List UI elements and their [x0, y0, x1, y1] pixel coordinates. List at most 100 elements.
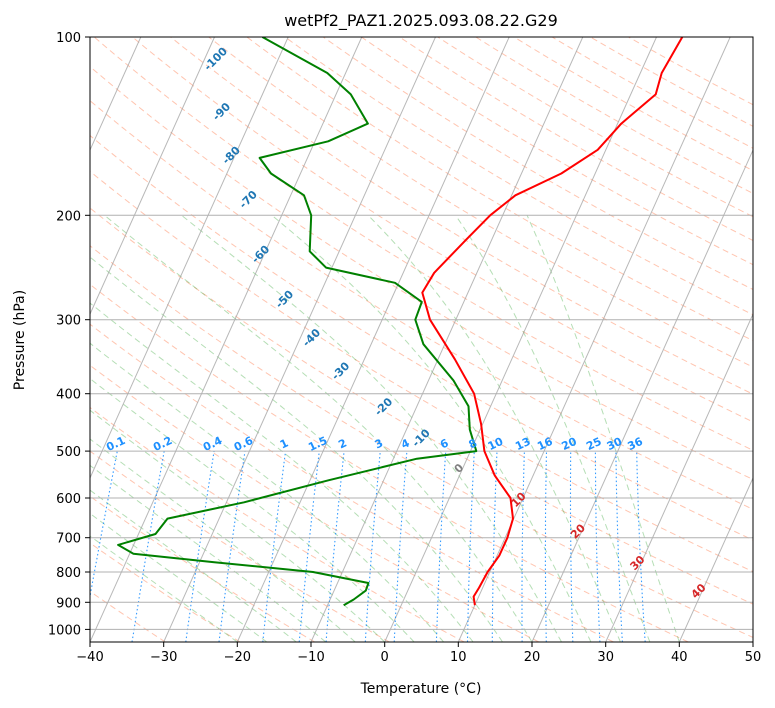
dewpoint-trace — [117, 37, 478, 607]
dry-adiabat-label: -40 — [300, 326, 323, 349]
isotherm-line — [90, 37, 289, 480]
dry-adiabat-line — [90, 406, 465, 642]
mixing-ratio-line — [90, 450, 118, 600]
isotherm-line — [310, 37, 584, 642]
dry-adiabat-label: -30 — [329, 359, 352, 382]
moist-adiabat-line — [181, 214, 562, 642]
isotherm-line — [457, 37, 731, 642]
y-tick-label: 300 — [56, 314, 81, 329]
isotherm-line — [752, 640, 753, 642]
dry-adiabat-line — [513, 37, 753, 172]
y-tick-label: 500 — [56, 445, 81, 460]
dry-adiabat-line — [399, 37, 753, 242]
moist-adiabat-line — [90, 256, 503, 642]
x-tick-label: −40 — [76, 650, 103, 665]
mixing-ratio-line — [218, 451, 246, 642]
dry-adiabat-label: -80 — [220, 144, 243, 167]
dry-adiabat-line — [208, 37, 753, 368]
x-tick-label: −30 — [150, 650, 177, 665]
dry-adiabat-label: -100 — [201, 44, 230, 73]
isotherm-line — [236, 37, 510, 642]
chart-title: wetPf2_PAZ1.2025.093.08.22.G29 — [284, 11, 558, 31]
isotherm-line — [0, 37, 67, 642]
moist-adiabat-line — [90, 464, 327, 642]
y-axis: 100 200 300 400 500 600 700 800 900 1000 — [48, 31, 90, 638]
moist-adiabat-line — [90, 512, 268, 642]
dry-adiabat-line — [93, 37, 753, 451]
mixing-ratio-label: 16 — [535, 435, 555, 453]
dry-adiabat-label: -20 — [372, 395, 395, 418]
dry-adiabat-line — [170, 37, 753, 395]
mixing-ratio-line — [364, 451, 381, 642]
isotherm-line — [678, 476, 753, 642]
x-tick-label: −10 — [297, 650, 324, 665]
x-tick-label: −20 — [224, 650, 251, 665]
dry-adiabat-line — [90, 364, 540, 642]
isotherm-line — [90, 37, 363, 642]
isotherm-line — [605, 312, 753, 642]
plot-frame — [89, 36, 754, 643]
mixing-ratio-line — [521, 451, 525, 642]
moist-adiabat-line — [90, 489, 297, 642]
x-axis: −40 −30 −20 −10 0 10 20 30 40 50 — [76, 642, 761, 665]
mixing-ratio-line — [615, 451, 623, 642]
mixing-ratio-label: 36 — [626, 435, 646, 453]
mixing-ratio-label: 13 — [513, 435, 532, 453]
mixing-ratio-label: 30 — [605, 435, 625, 453]
y-tick-label: 800 — [56, 566, 81, 581]
dry-adiabat-line — [90, 207, 753, 605]
dry-adiabat-line — [90, 65, 753, 481]
mixing-ratio-line — [298, 451, 320, 642]
dry-adiabat-line — [90, 100, 753, 510]
x-tick-label: 0 — [381, 650, 389, 665]
mixing-ratio-label: 8 — [467, 436, 479, 451]
y-tick-label: 900 — [56, 596, 81, 611]
mixing-ratio-line — [594, 451, 601, 642]
moist-adiabat-line — [526, 215, 680, 642]
mixing-ratio-label: 10 — [486, 435, 506, 453]
x-tick-label: 50 — [745, 650, 762, 665]
temperature-trace — [421, 37, 684, 606]
dry-adiabat-label: -90 — [210, 100, 233, 123]
mixing-ratio-label: 25 — [584, 435, 603, 453]
x-tick-label: 20 — [524, 650, 541, 665]
mixing-ratio-line — [131, 451, 165, 642]
mixing-ratio-line — [491, 451, 498, 642]
moist-adiabat-line — [90, 438, 356, 642]
dry-adiabat-line — [132, 37, 753, 423]
dry-adiabat-line — [322, 37, 753, 291]
moist-adiabat-line — [90, 377, 415, 642]
background-lines — [0, 37, 753, 642]
y-tick-label: 700 — [56, 532, 81, 547]
dry-adiabat-line — [437, 37, 753, 218]
sounding-traces — [117, 37, 684, 607]
moist-adiabat-line — [271, 214, 592, 642]
dry-adiabat-line — [90, 495, 315, 642]
dry-adiabat-line — [90, 134, 753, 541]
moist-adiabat-line — [90, 302, 474, 642]
moist-adiabat-label: 0 — [452, 461, 467, 476]
dry-adiabat-line — [90, 245, 753, 639]
moist-adiabat-line — [90, 535, 238, 642]
dry-adiabat-line — [90, 283, 689, 642]
dry-adiabat-label: -70 — [237, 188, 260, 211]
dry-adiabat-line — [246, 37, 753, 342]
dry-adiabat-label: -60 — [249, 242, 272, 265]
y-axis-label: Pressure (hPa) — [12, 290, 28, 390]
y-tick-label: 100 — [56, 31, 81, 46]
isotherm-line — [163, 37, 436, 642]
mixing-ratio-label: 20 — [560, 435, 580, 453]
x-tick-label: 10 — [450, 650, 467, 665]
mixing-ratio-line — [569, 451, 574, 642]
mixing-ratio-line — [393, 451, 408, 642]
mixing-ratio-line — [544, 451, 548, 642]
isotherm-line — [90, 37, 142, 152]
y-tick-label: 600 — [56, 492, 81, 507]
y-tick-label: 200 — [56, 209, 81, 224]
pressure-grid — [90, 37, 753, 630]
x-tick-label: 40 — [671, 650, 688, 665]
mixing-ratio-line — [636, 451, 646, 642]
mixing-ratio-label: 2 — [336, 436, 348, 451]
mixing-ratio-label: 4 — [399, 436, 412, 451]
